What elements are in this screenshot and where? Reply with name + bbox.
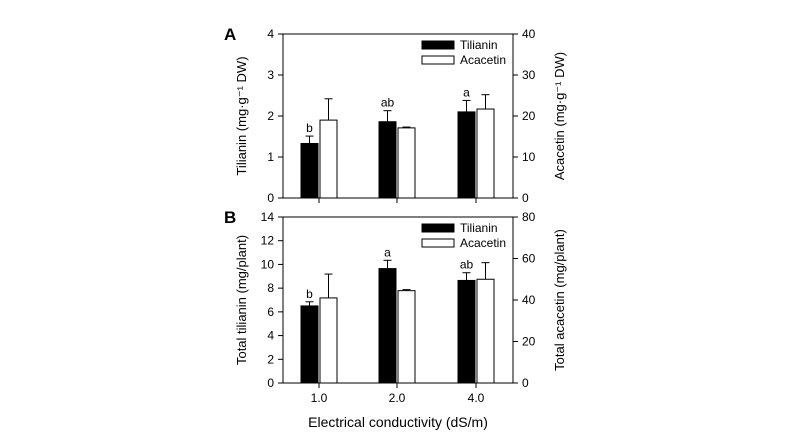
panel-b-legend-swatch-tilianin [421,223,455,233]
panel-a-right-tick-label: 40 [522,27,536,41]
panel-b-x-tick-label: 2.0 [389,391,406,405]
panel-a-left-axis-label: Tilianin (mg·g⁻¹ DW) [234,56,249,175]
panel-a-legend-label-tilianin: Tilianin [460,38,498,52]
panel-b-significance-label: b [306,287,313,301]
panel-b-legend-label-tilianin: Tilianin [460,221,498,235]
panel-b-legend-swatch-acacetin [421,238,455,248]
panel-b-bar-acacetin [319,297,338,384]
panel-b-bar-acacetin [397,290,416,384]
panel-b-bar-acacetin [476,278,495,384]
panel-a-left-tick-label: 2 [267,109,274,123]
panel-b-x-tick-label: 4.0 [468,391,485,405]
panel-b-right-tick-label: 0 [522,376,529,390]
panel-a-bar-acacetin [476,108,495,199]
panel-b-left-tick-label: 6 [267,305,274,319]
panel-a-label: A [224,25,236,44]
panel-a-significance-label: ab [381,96,395,110]
panel-a-bar-acacetin [397,127,416,199]
panel-b-left-tick-label: 10 [261,257,275,271]
panel-b-label: B [224,208,236,227]
panel-b-right-tick-label: 80 [522,210,536,224]
panel-b-significance-label: ab [460,258,474,272]
panel-a-bar-acacetin [319,119,338,199]
panel-b-bar-tilianin [378,268,397,384]
panel-b-right-tick-label: 40 [522,293,536,307]
x-axis-label: Electrical conductivity (dS/m) [308,414,488,430]
panel-b-left-tick-label: 8 [267,281,274,295]
panel-b-right-tick-label: 20 [522,335,536,349]
panel-b-bar-tilianin [300,305,319,384]
panel-a-right-tick-label: 0 [522,191,529,205]
panel-a-bar-tilianin [378,121,397,199]
panel-b-left-tick-label: 12 [261,234,275,248]
panel-a-significance-label: a [463,85,470,99]
panel-b-left-tick-label: 0 [267,376,274,390]
panel-a-left-tick-label: 1 [267,150,274,164]
panel-a-left-tick-label: 0 [267,191,274,205]
panel-a-left-tick-label: 4 [267,27,274,41]
panel-a-right-tick-label: 10 [522,150,536,164]
panel-b-left-tick-label: 4 [267,329,274,343]
panel-a-legend-swatch-tilianin [421,40,455,50]
panel-b-bar-tilianin [457,279,476,384]
panel-b-x-tick-label: 1.0 [311,391,328,405]
panel-b-right-tick-label: 60 [522,252,536,266]
panel-a-bar-tilianin [300,142,319,199]
panel-a-right-axis-label: Acacetin (mg·g⁻¹ DW) [552,52,567,180]
panel-b-legend-label-acacetin: Acacetin [460,236,506,250]
panel-a-right-tick-label: 30 [522,68,536,82]
panel-a-legend-label-acacetin: Acacetin [460,53,506,67]
panel-b-right-axis-label: Total acacetin (mg/plant) [552,229,567,371]
panel-b-significance-label: a [384,245,391,259]
panel-b-left-tick-label: 2 [267,352,274,366]
panel-b-left-axis-label: Total tilianin (mg/plant) [234,235,249,365]
panel-a-significance-label: b [306,121,313,135]
panel-a-legend-swatch-acacetin [421,55,455,65]
panel-a-left-tick-label: 3 [267,68,274,82]
panel-a-bar-tilianin [457,111,476,199]
panel-a-right-tick-label: 20 [522,109,536,123]
panel-b-left-tick-label: 14 [261,210,275,224]
